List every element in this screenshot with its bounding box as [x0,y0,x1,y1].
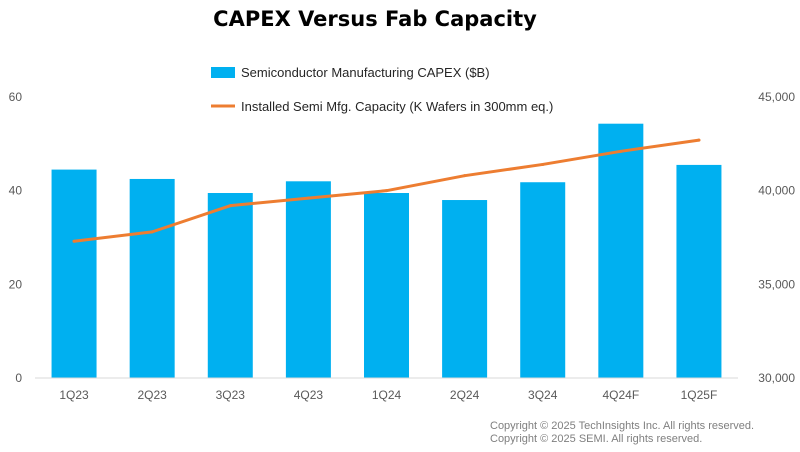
capex-bar-4q24f [598,123,644,378]
copyright-techinsights: Copyright © 2025 TechInsights Inc. All r… [490,420,754,432]
right-tick-label: 40,000 [758,184,795,198]
capex-bar-2q24 [442,200,488,378]
capacity-point-1q24 [385,189,388,193]
x-tick-label: 4Q23 [294,388,324,402]
capex-bar-3q24 [520,182,566,378]
right-tick-label: 30,000 [758,371,795,385]
x-axis: 1Q23 2Q23 3Q23 4Q23 1Q24 2Q24 3Q24 4Q24F 1Q25F [59,388,717,402]
capacity-point-2q24 [463,174,467,178]
copyright-semi: Copyright © 2025 SEMI. All rights reserv… [490,433,702,445]
left-axis: 0 20 40 60 [9,90,23,385]
capacity-point-1q25f [697,138,701,142]
x-tick-label: 3Q23 [216,388,246,402]
x-tick-label: 1Q23 [59,388,89,402]
legend: Semiconductor Manufacturing CAPEX ($B) I… [211,65,553,114]
x-tick-label: 4Q24F [602,388,639,402]
x-tick-label: 2Q23 [137,388,167,402]
left-tick-label: 40 [9,184,23,198]
right-tick-label: 45,000 [758,90,795,104]
capex-bar-1q23 [51,169,97,378]
legend-bar-label: Semiconductor Manufacturing CAPEX ($B) [241,65,490,80]
capacity-point-1q23 [72,239,76,243]
capex-bar-4q23 [285,181,331,378]
legend-line-label: Installed Semi Mfg. Capacity (K Wafers i… [241,99,553,114]
right-axis: 30,000 35,000 40,000 45,000 [758,90,795,385]
chart-title: CAPEX Versus Fab Capacity [213,7,537,31]
left-tick-label: 60 [9,90,23,104]
x-tick-label: 3Q24 [528,388,558,402]
line-series [72,138,701,243]
left-tick-label: 0 [15,371,22,385]
legend-bar-swatch [211,67,235,78]
x-tick-label: 1Q24 [372,388,402,402]
capex-bar-3q23 [207,193,253,378]
bar-series [51,123,722,378]
capacity-point-4q24f [619,149,623,153]
left-tick-label: 20 [9,277,23,291]
capex-bar-2q23 [129,178,175,378]
x-tick-label: 2Q24 [450,388,480,402]
x-tick-label: 1Q25F [681,388,718,402]
capacity-point-3q23 [228,204,232,208]
capacity-point-4q23 [306,196,310,200]
capex-bar-1q24 [364,193,409,378]
capex-bar-1q25f [676,164,722,378]
capacity-point-3q24 [541,162,545,166]
right-tick-label: 35,000 [758,277,795,291]
capacity-point-2q23 [150,230,154,234]
